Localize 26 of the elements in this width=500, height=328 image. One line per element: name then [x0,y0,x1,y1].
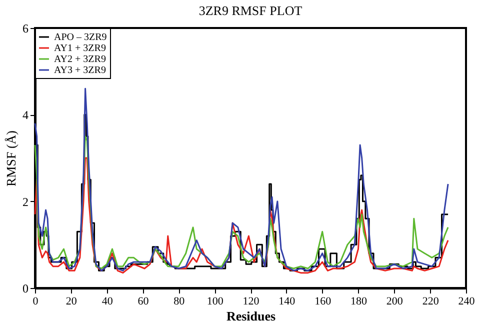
y-tick-label: 0 [22,282,28,296]
line-series [34,136,449,270]
y-axis-title: RMSF (Å) [4,130,18,186]
y-tick-label: 2 [22,194,28,209]
x-tick-label: 140 [278,296,296,308]
x-tick-label: 0 [32,296,39,308]
x-tick-label: 20 [66,296,78,308]
x-axis-title: Residues [226,308,276,324]
x-tick-label: 200 [386,296,404,308]
legend-label: APO – 3ZR9 [54,32,107,43]
x-tick-label: 240 [458,296,476,308]
y-tick-label: 6 [22,22,28,36]
x-tick-label: 40 [102,296,114,308]
legend-label: AY3 + 3ZR9 [54,65,106,76]
y-tick-label: 4 [22,108,28,122]
chart-title: 3ZR9 RMSF PLOT [198,3,302,18]
legend-label: AY1 + 3ZR9 [54,43,106,54]
x-tick-label: 180 [350,296,368,308]
x-tick-label: 80 [174,296,186,308]
line-series [34,157,449,274]
x-tick-label: 220 [422,296,440,308]
x-tick-label: 120 [242,296,260,308]
legend-label: AY2 + 3ZR9 [54,54,106,65]
x-tick-label: 160 [314,296,332,308]
x-tick-label: 100 [206,296,224,308]
x-tick-label: 60 [138,296,150,308]
